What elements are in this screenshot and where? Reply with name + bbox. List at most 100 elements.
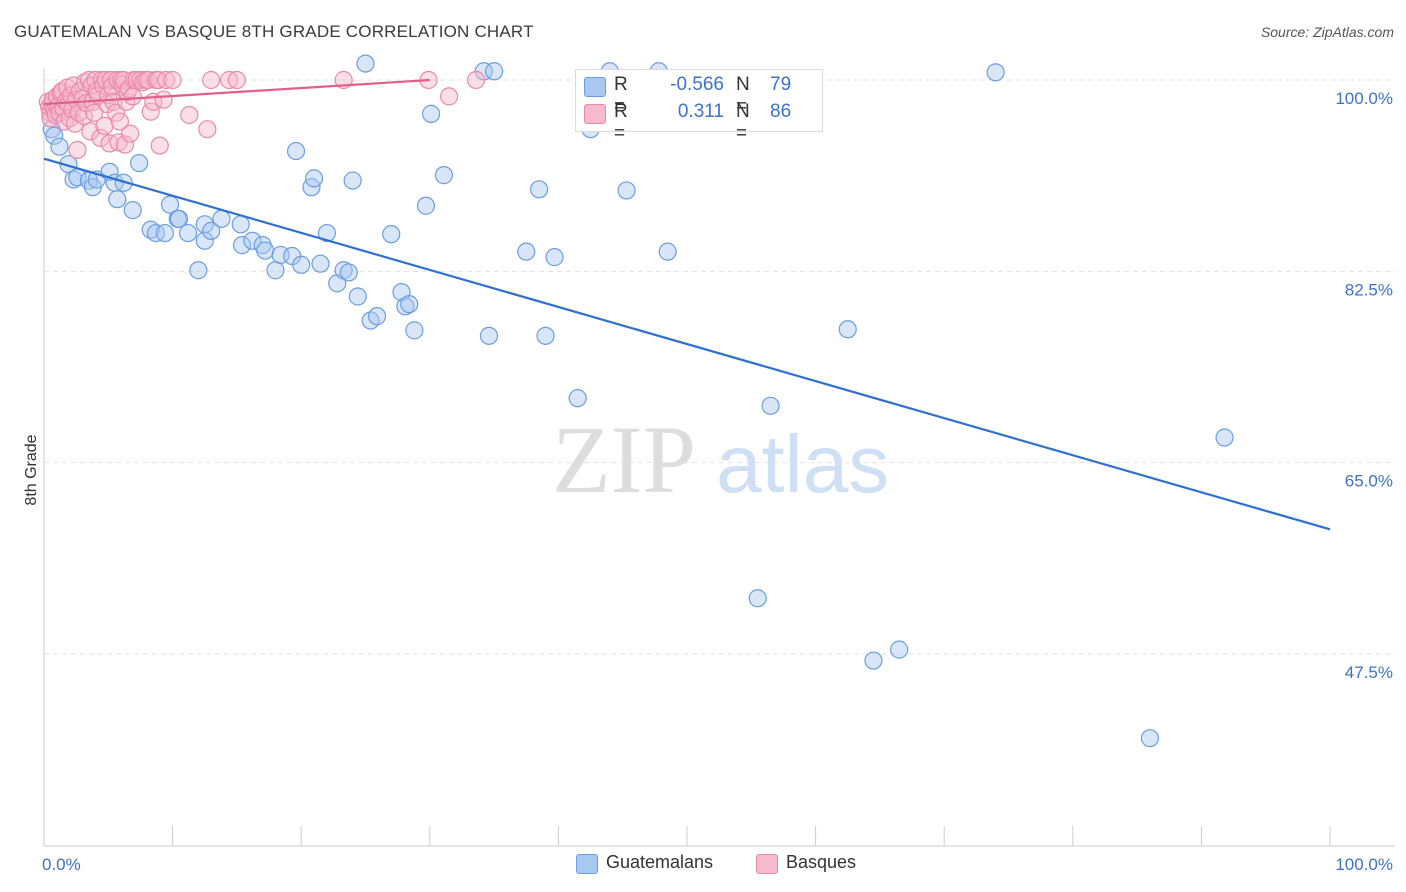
legend-n-value: 86 [770,101,792,122]
y-axis-label: 8th Grade [23,434,40,505]
point-guatemalans-2 [50,137,69,156]
point-basques-57 [115,135,135,154]
point-guatemalans-77 [1140,729,1160,748]
point-basques-39 [91,128,110,148]
watermark-atlas: atlas [716,419,889,510]
legend-r-label: R = [614,74,628,117]
legend-swatch-basques [756,854,778,874]
correlation-legend: R = -0.566 N = 79 R = 0.311 N = 86 [575,69,823,144]
trendline-basques [43,78,430,106]
legend-swatch-guatemalans [584,77,606,97]
point-basques-32 [81,122,100,141]
point-basques-79 [202,70,221,90]
point-guatemalans-26 [212,209,231,228]
x-tick-label-1: 100.0% [1335,855,1393,874]
point-basques-65 [131,70,150,90]
point-basques-73 [150,136,169,155]
axes [43,68,1395,847]
trendline-guatemalans [43,157,1331,531]
point-basques-81 [227,70,246,90]
legend-n-label: N = [736,74,750,117]
point-basques-76 [163,70,182,90]
legend-swatch-guatemalans [576,854,598,874]
series-layer [38,54,1331,748]
point-guatemalans-63 [545,248,564,267]
point-guatemalans-62 [536,326,555,345]
point-basques-35 [85,103,104,122]
point-guatemalans-31 [256,241,275,260]
y-tick-label-1: 82.5% [1345,280,1393,299]
point-guatemalans-76 [986,63,1005,82]
point-guatemalans-24 [195,215,214,234]
point-guatemalans-54 [416,196,436,215]
point-guatemalans-27 [231,215,250,234]
series-basques [38,70,486,160]
point-guatemalans-60 [517,242,536,261]
point-guatemalans-44 [343,171,362,190]
point-guatemalans-73 [838,320,857,339]
y-tick-label-0: 100.0% [1335,89,1393,108]
point-guatemalans-58 [479,326,499,345]
point-guatemalans-70 [748,589,767,608]
watermark-zip: ZIP [552,406,696,513]
y-tick-label-2: 65.0% [1345,472,1393,491]
legend-n-value: 79 [770,74,792,95]
point-guatemalans-29 [243,231,262,250]
legend-r-value: -0.566 [670,74,724,95]
y-tick-label-3: 47.5% [1345,663,1393,682]
point-guatemalans-32 [266,261,285,280]
point-guatemalans-71 [761,396,780,415]
point-guatemalans-36 [292,255,311,274]
point-guatemalans-14 [130,153,149,173]
point-guatemalans-17 [155,223,174,243]
point-basques-72 [149,70,168,90]
point-guatemalans-35 [286,141,306,161]
point-guatemalans-13 [123,201,142,220]
legend-r-value: 0.311 [677,101,724,122]
point-guatemalans-59 [485,62,504,81]
point-guatemalans-28 [232,235,252,255]
point-guatemalans-74 [864,651,883,670]
point-guatemalans-21 [178,223,198,243]
point-basques-24 [68,140,87,160]
point-guatemalans-38 [304,169,324,188]
point-basques-25 [69,103,88,122]
point-guatemalans-45 [348,287,367,306]
watermark: ZIP atlas [552,406,889,513]
point-guatemalans-53 [405,321,424,340]
point-basques-85 [466,70,486,90]
point-basques-75 [157,70,176,90]
point-guatemalans-61 [530,180,549,199]
point-basques-84 [439,87,459,106]
point-basques-80 [220,70,239,90]
point-basques-42 [95,116,114,136]
point-basques-68 [139,70,158,90]
legend-label: Guatemalans [606,852,714,872]
series-guatemalans [42,54,1234,748]
point-basques-49 [104,92,123,111]
point-guatemalans-55 [421,104,441,123]
point-guatemalans-15 [141,220,160,239]
point-basques-61 [121,124,140,143]
point-basques-78 [198,120,217,139]
point-basques-77 [180,105,199,125]
legend-label: Basques [786,852,857,872]
point-guatemalans-78 [1215,428,1234,447]
point-basques-47 [101,70,120,90]
point-guatemalans-20 [169,209,189,228]
point-guatemalans-49 [382,225,401,244]
point-guatemalans-43 [339,263,358,282]
legend-swatch-basques [584,104,606,124]
point-guatemalans-11 [108,190,127,209]
point-guatemalans-75 [890,640,909,659]
point-guatemalans-25 [202,221,221,240]
point-guatemalans-48 [367,307,387,326]
point-basques-62 [123,87,142,106]
legend-n-label: N = [736,101,750,144]
tick-labels: 100.0% 82.5% 65.0% 47.5% 0.0% 100.0% [42,89,1393,874]
point-guatemalans-56 [434,166,454,185]
point-basques-53 [110,112,129,131]
point-guatemalans-39 [311,254,330,273]
source-note: Source: ZipAtlas.com [1260,24,1394,40]
